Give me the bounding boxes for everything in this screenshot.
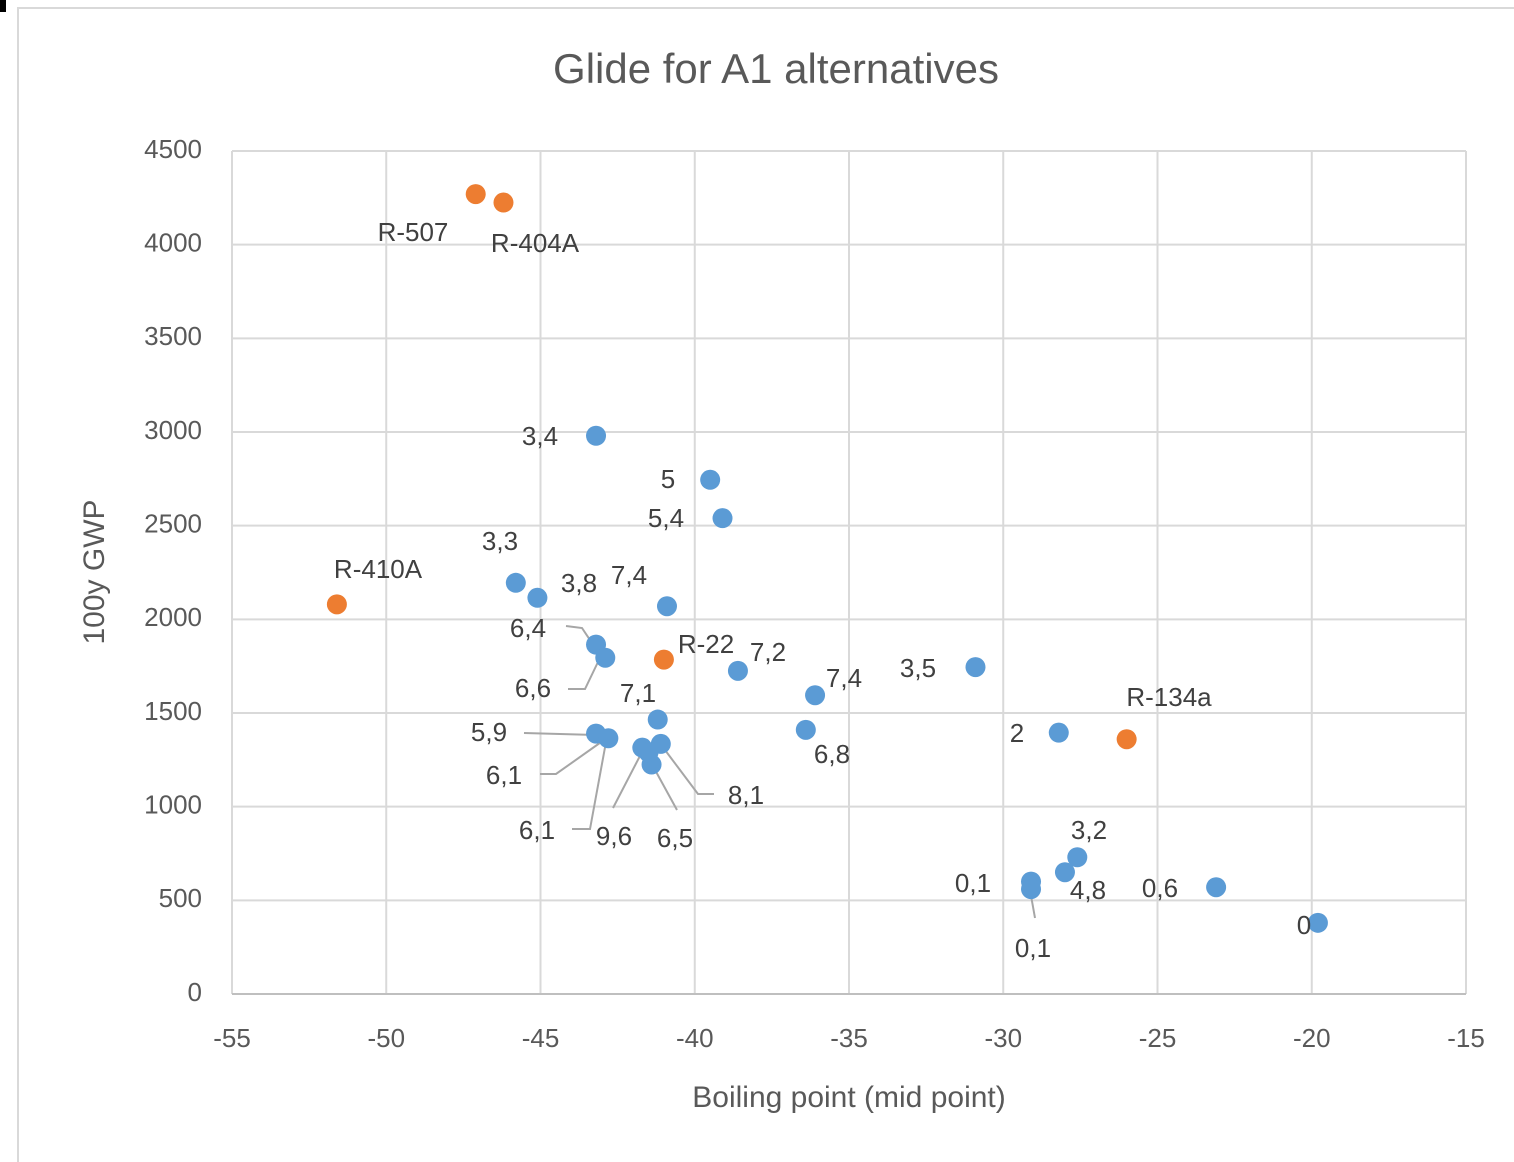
data-label: 2 — [1010, 718, 1024, 748]
data-label: 5 — [661, 464, 675, 494]
y-axis-title: 100y GWP — [78, 499, 111, 644]
leader-line — [523, 732, 597, 736]
data-label: 5,9 — [471, 717, 507, 747]
x-tick-label: -25 — [1139, 1023, 1177, 1053]
y-tick-label: 4500 — [144, 134, 202, 164]
y-tick-label: 1000 — [144, 790, 202, 820]
y-tick-label: 2500 — [144, 509, 202, 539]
x-tick-label: -15 — [1447, 1023, 1485, 1053]
point — [493, 192, 514, 213]
y-tick-label: 1500 — [144, 696, 202, 726]
data-label: 6,8 — [814, 739, 850, 769]
data-label: 7,1 — [620, 678, 656, 708]
point — [1048, 722, 1069, 743]
point — [326, 594, 347, 615]
point — [527, 587, 548, 608]
edge-artifact — [0, 0, 6, 12]
x-tick-label: -50 — [367, 1023, 405, 1053]
point — [805, 685, 826, 706]
point — [1206, 877, 1227, 898]
chart-frame — [17, 7, 1514, 1162]
point — [647, 709, 668, 730]
x-tick-label: -20 — [1293, 1023, 1331, 1053]
point — [586, 425, 607, 446]
y-tick-label: 500 — [159, 883, 202, 913]
data-label: 3,3 — [482, 526, 518, 556]
point — [1307, 912, 1328, 933]
data-label: R-134a — [1126, 682, 1212, 712]
data-label: 7,4 — [611, 560, 647, 590]
data-label: R-507 — [378, 217, 449, 247]
data-label: R-22 — [678, 629, 734, 659]
data-label: 3,2 — [1071, 815, 1107, 845]
x-tick-label: -35 — [830, 1023, 868, 1053]
point — [965, 657, 986, 678]
leader-line — [572, 741, 607, 830]
data-label: 6,1 — [486, 760, 522, 790]
point — [656, 596, 677, 617]
point — [638, 742, 659, 763]
data-label: 0,6 — [1142, 873, 1178, 903]
data-label: 0,1 — [955, 868, 991, 898]
point — [1054, 862, 1075, 883]
data-label: R-404A — [491, 228, 580, 258]
point — [1116, 729, 1137, 750]
y-tick-label: 0 — [188, 977, 202, 1007]
data-label: 8,1 — [728, 780, 764, 810]
point — [595, 647, 616, 668]
data-label: R-410A — [334, 554, 423, 584]
point — [505, 572, 526, 593]
point — [700, 469, 721, 490]
x-tick-label: -40 — [676, 1023, 714, 1053]
data-label: 6,4 — [510, 613, 546, 643]
point — [712, 508, 733, 529]
data-label: 9,6 — [596, 821, 632, 851]
data-label: 7,4 — [826, 663, 862, 693]
data-label: 3,8 — [561, 568, 597, 598]
leader-line — [540, 739, 605, 775]
point — [727, 660, 748, 681]
data-label: 3,5 — [900, 653, 936, 683]
chart-title: Glide for A1 alternatives — [553, 45, 999, 92]
x-tick-label: -55 — [213, 1023, 251, 1053]
data-label: 7,2 — [750, 637, 786, 667]
y-tick-label: 3500 — [144, 321, 202, 351]
leader-line — [612, 751, 643, 809]
data-label: 4,8 — [1070, 875, 1106, 905]
y-tick-label: 3000 — [144, 415, 202, 445]
point — [465, 184, 486, 205]
data-label: 0,1 — [1015, 933, 1051, 963]
y-tick-label: 4000 — [144, 228, 202, 258]
y-tick-label: 2000 — [144, 602, 202, 632]
data-label: 6,6 — [515, 673, 551, 703]
point — [795, 719, 816, 740]
x-tick-label: -45 — [522, 1023, 560, 1053]
data-label: 6,1 — [519, 815, 555, 845]
x-axis-title: Boiling point (mid point) — [692, 1081, 1006, 1114]
leader-line — [653, 767, 678, 811]
data-label: 0 — [1297, 910, 1311, 940]
data-label: 5,4 — [648, 503, 684, 533]
leader-line — [661, 745, 714, 795]
point — [653, 649, 674, 670]
x-tick-label: -30 — [984, 1023, 1022, 1053]
point — [1021, 879, 1042, 900]
data-label: 3,4 — [522, 421, 558, 451]
point — [598, 728, 619, 749]
leader-line — [568, 661, 599, 690]
point — [1067, 847, 1088, 868]
data-label: 6,5 — [657, 823, 693, 853]
